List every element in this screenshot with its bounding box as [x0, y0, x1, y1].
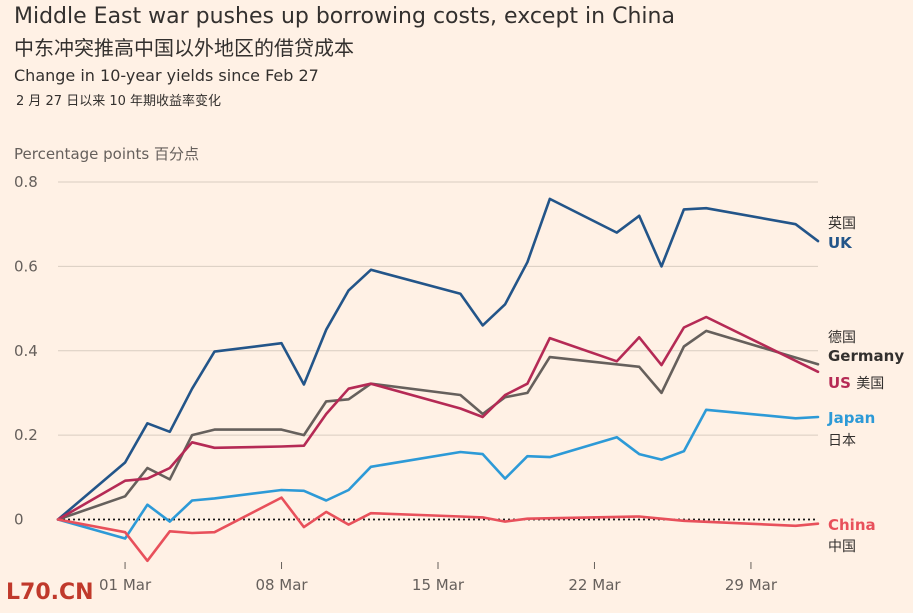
series-lines	[56, 197, 820, 563]
watermark-logo: L70.CN	[6, 580, 94, 605]
series-label-us-en: US	[828, 374, 856, 392]
chart-title: Middle East war pushes up borrowing cost…	[14, 4, 675, 29]
y-tick-label: 0.8	[14, 173, 38, 191]
y-tick-label: 0.4	[14, 342, 38, 360]
chart-subtitle-chinese: 2 月 27 日以来 10 年期收益率变化	[16, 94, 222, 109]
series-label-uk-en: UK	[828, 234, 853, 252]
series-line-us	[56, 315, 820, 521]
chart-title-chinese: 中东冲突推高中国以外地区的借贷成本	[14, 36, 354, 60]
x-tick-label: 29 Mar	[725, 576, 778, 594]
series-label-germany-cn: 德国	[828, 330, 856, 346]
series-label-japan-cn: 日本	[828, 433, 856, 449]
series-label-germany-en: Germany	[828, 347, 904, 365]
series-line-china	[56, 496, 820, 563]
series-line-uk	[56, 197, 820, 521]
y-axis-unit-label: Percentage points 百分点	[14, 145, 199, 163]
x-axis-ticks: 01 Mar 08 Mar 15 Mar 22 Mar 29 Mar	[99, 562, 778, 594]
series-label-japan-en: Japan	[827, 409, 875, 427]
series-label-china-en: China	[828, 516, 876, 534]
gridlines	[58, 181, 818, 521]
y-tick-label: 0.6	[14, 257, 38, 275]
chart-subtitle: Change in 10-year yields since Feb 27	[14, 66, 319, 85]
series-label-china-cn: 中国	[828, 539, 856, 555]
x-tick-label: 22 Mar	[568, 576, 621, 594]
series-label-us: US 美国	[828, 374, 884, 392]
x-tick-label: 08 Mar	[255, 576, 308, 594]
y-tick-label: 0	[14, 511, 24, 529]
y-tick-label: 0.2	[14, 426, 38, 444]
y-axis-ticks: 0 0.2 0.4 0.6 0.8	[14, 173, 38, 529]
x-tick-label: 15 Mar	[412, 576, 465, 594]
series-line-japan	[56, 408, 820, 540]
series-label-uk-cn: 英国	[828, 215, 856, 232]
x-tick-label: 01 Mar	[99, 576, 152, 594]
series-label-us-cn: 美国	[856, 376, 884, 392]
